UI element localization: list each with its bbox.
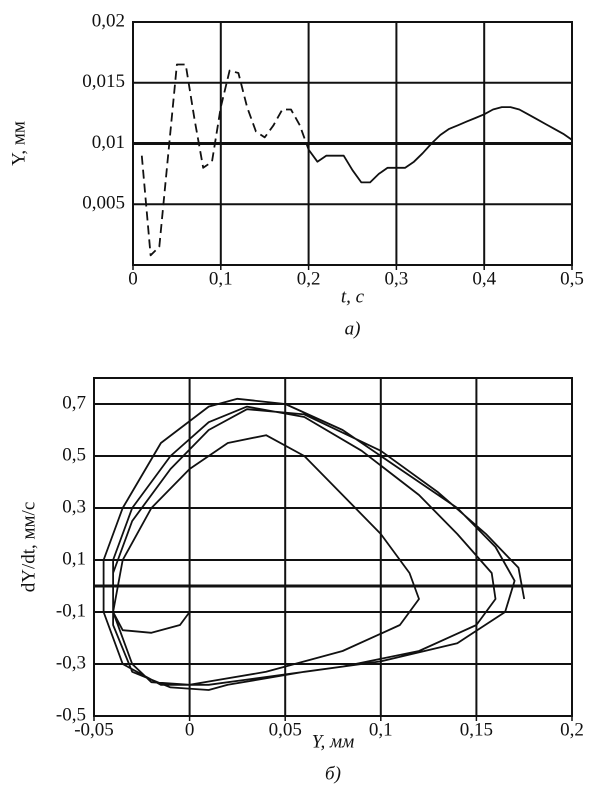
x-tick-label: 0,05 [269, 719, 302, 740]
caption: а) [345, 318, 361, 339]
data-line [102, 397, 526, 691]
y-tick-label: -0,1 [56, 600, 86, 621]
x-axis-label: t, с [341, 286, 365, 307]
y-tick-label: 0,015 [82, 71, 125, 92]
data-line [307, 106, 573, 184]
x-tick-label: 0,1 [369, 719, 393, 740]
y-tick-label: -0,5 [56, 704, 86, 725]
x-tick-label: 0,2 [560, 719, 584, 740]
y-tick-label: 0,7 [62, 392, 86, 413]
x-tick-label: 0,5 [560, 268, 584, 289]
x-tick-label: 0,2 [297, 268, 321, 289]
data-line [140, 63, 310, 257]
x-tick-label: 0 [128, 268, 138, 289]
plot-frame [132, 21, 573, 266]
y-tick-label: 0,3 [62, 496, 86, 517]
y-tick-label: 0,02 [92, 10, 125, 31]
y-tick-label: 0,5 [62, 444, 86, 465]
x-tick-label: -0,05 [74, 719, 114, 740]
y-axis-label: dY/dt, мм/с [18, 502, 39, 593]
x-tick-label: 0,3 [385, 268, 409, 289]
y-tick-label: 0,005 [82, 193, 125, 214]
x-tick-label: 0,4 [472, 268, 496, 289]
x-tick-label: 0,15 [460, 719, 493, 740]
x-tick-label: 0 [185, 719, 195, 740]
y-tick-label: 0,01 [92, 132, 125, 153]
x-tick-label: 0,1 [209, 268, 233, 289]
y-tick-label: 0,1 [62, 548, 86, 569]
x-axis-label: Y, мм [312, 731, 355, 752]
caption: б) [325, 763, 341, 784]
y-axis-label: Y, мм [8, 121, 29, 166]
plot-frame [93, 377, 573, 717]
y-tick-label: -0,3 [56, 652, 86, 673]
